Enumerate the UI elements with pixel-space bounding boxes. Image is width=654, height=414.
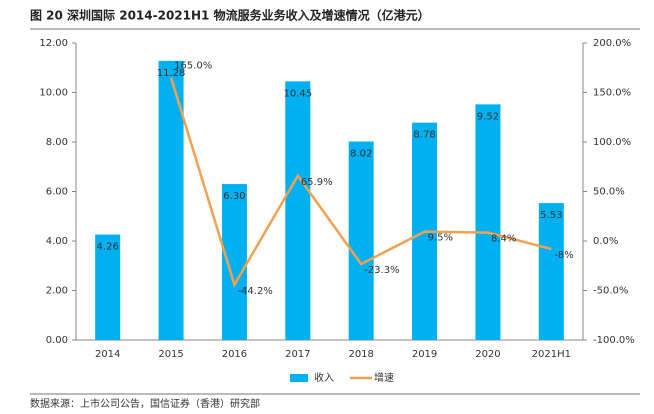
x-tick-label: 2021H1 — [532, 349, 571, 360]
legend-label: 增速 — [374, 371, 394, 384]
line-label: -8% — [554, 250, 573, 261]
line-label: -23.3% — [364, 265, 399, 276]
y-tick-label: 2.00 — [46, 286, 68, 297]
line-label: -44.2% — [237, 286, 272, 297]
y-tick-label: 6.00 — [46, 187, 68, 198]
y2-tick-label: 200.0% — [593, 38, 631, 49]
bar-label: 10.45 — [283, 88, 312, 99]
y-tick-label: 12.00 — [39, 38, 68, 49]
bar-label: 6.30 — [223, 191, 245, 202]
bar — [221, 184, 247, 340]
legend-label: 收入 — [314, 371, 334, 384]
line-label: 8.4% — [491, 234, 516, 245]
line — [169, 77, 552, 288]
x-tick-label: 2018 — [348, 349, 373, 360]
x-tick-label: 2019 — [412, 349, 437, 360]
bar — [95, 234, 121, 340]
line-label: 165.0% — [174, 61, 212, 72]
source: 数据来源：上市公司公告，国信证券（香港）研究部 — [30, 397, 260, 410]
line-label: 9.5% — [428, 233, 453, 244]
y-tick-label: 0.00 — [46, 335, 68, 346]
y-tick-label: 4.00 — [46, 236, 68, 247]
y2-tick-label: 100.0% — [593, 137, 631, 148]
bar — [475, 104, 501, 340]
x-tick-label: 2016 — [222, 349, 247, 360]
x-tick-label: 2020 — [475, 349, 500, 360]
y2-tick-label: -50.0% — [593, 286, 628, 297]
bar-label: 8.02 — [350, 149, 372, 160]
bar-label: 11.28 — [157, 68, 186, 79]
y2-tick-label: 150.0% — [593, 88, 631, 99]
legend-swatch — [290, 374, 308, 382]
bar-label: 8.78 — [413, 130, 435, 141]
chart-title: 图 20 深圳国际 2014-2021H1 物流服务业务收入及增速情况（亿港元） — [30, 8, 430, 23]
bar-label: 9.52 — [477, 111, 499, 122]
line-label: 65.9% — [301, 177, 333, 188]
y-tick-label: 8.00 — [46, 137, 68, 148]
x-tick-label: 2015 — [158, 349, 183, 360]
x-tick-label: 2017 — [285, 349, 310, 360]
bar — [285, 81, 311, 341]
x-tick-label: 2014 — [95, 349, 120, 360]
bar — [348, 141, 374, 340]
y2-tick-label: 0.0% — [593, 236, 618, 247]
y2-tick-label: 50.0% — [593, 187, 625, 198]
bar — [538, 203, 564, 340]
y-tick-label: 10.00 — [39, 88, 68, 99]
bar-label: 5.53 — [540, 210, 562, 221]
y2-tick-label: -100.0% — [593, 335, 635, 346]
bar-label: 4.26 — [97, 242, 119, 253]
